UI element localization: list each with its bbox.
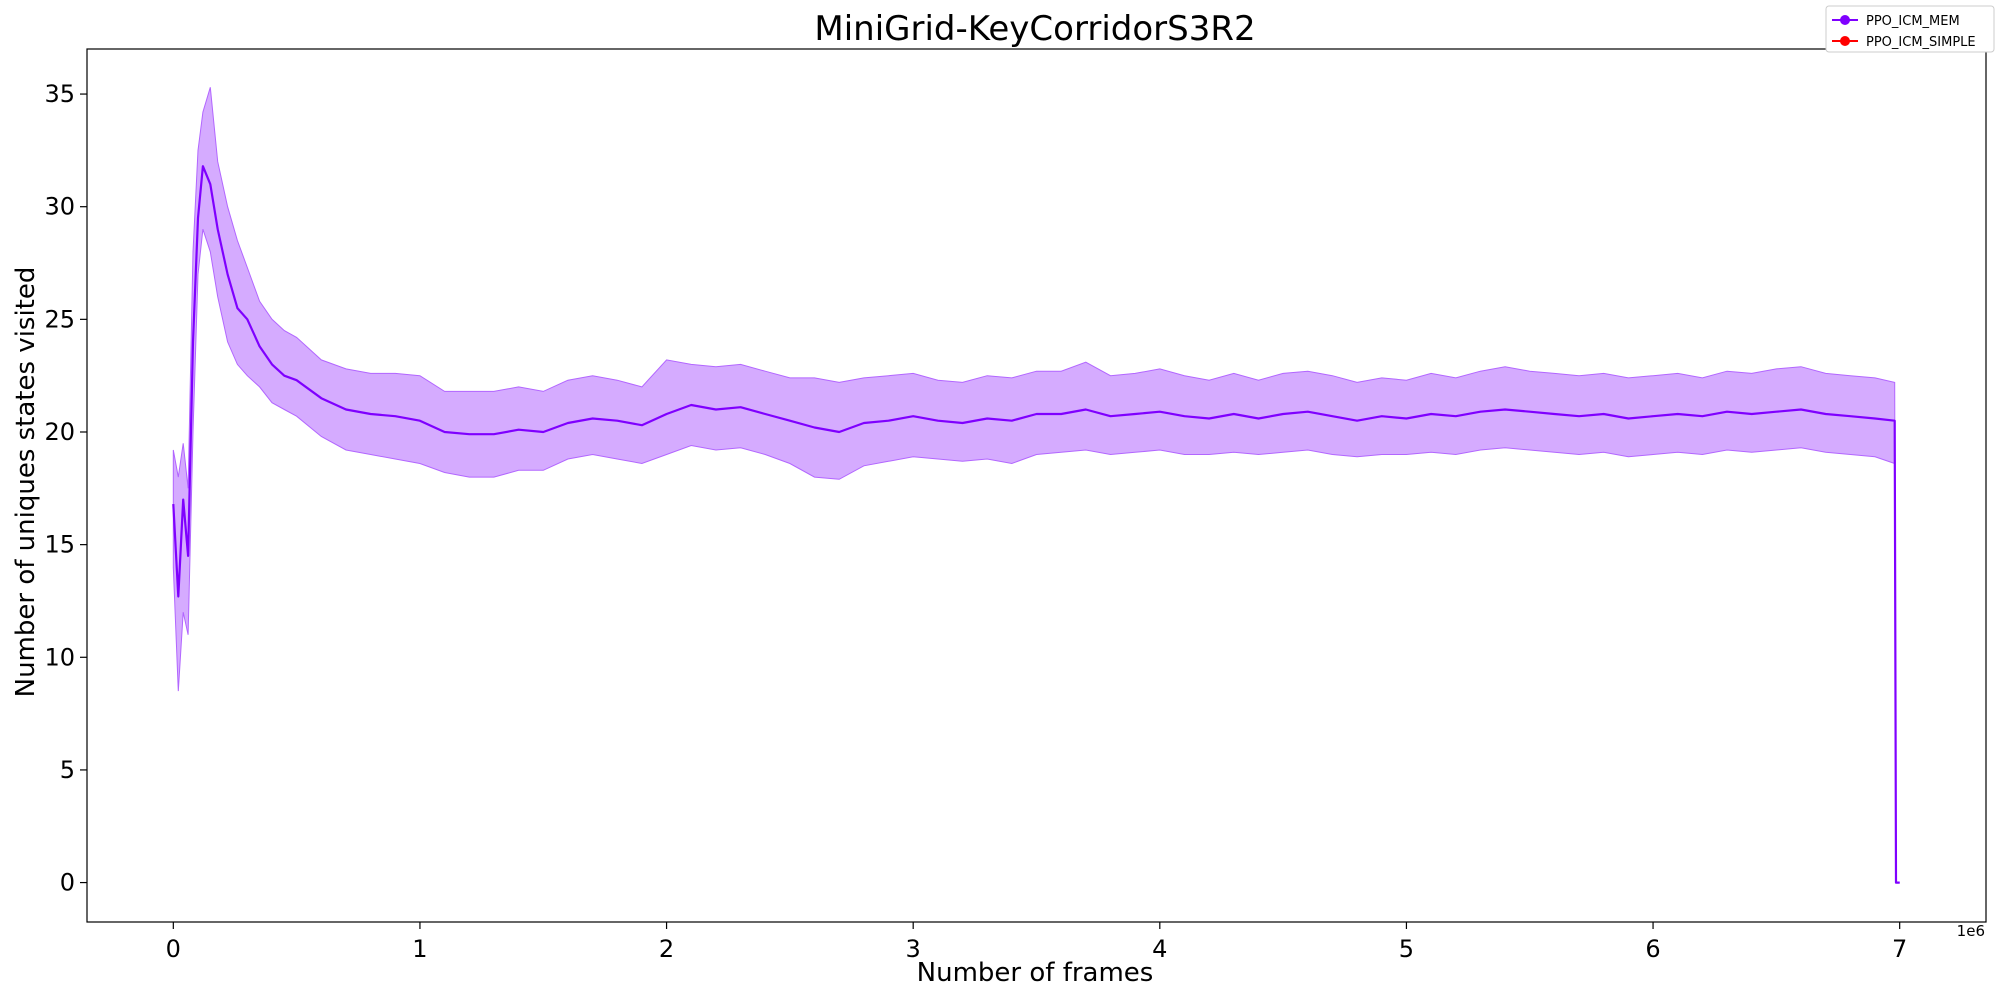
legend: PPO_ICM_MEM PPO_ICM_SIMPLE <box>1825 5 1995 53</box>
x-axis-offset-label: 1e6 <box>1957 922 1985 940</box>
y-tick-label: 35 <box>44 80 75 108</box>
legend-box <box>1825 5 1995 53</box>
y-axis: 0 5 10 15 20 25 30 35 <box>44 80 87 897</box>
x-tick-label: 1 <box>412 935 427 963</box>
legend-label-1: PPO_ICM_SIMPLE <box>1866 35 1976 50</box>
y-tick-label: 20 <box>44 418 75 446</box>
x-tick-label: 4 <box>1152 935 1167 963</box>
legend-marker-1 <box>1840 36 1850 46</box>
x-axis-title: Number of frames <box>917 958 1154 988</box>
y-tick-label: 30 <box>44 193 75 221</box>
plot-frame <box>86 48 1987 923</box>
x-tick-label: 3 <box>906 935 921 963</box>
y-tick-label: 5 <box>60 756 75 784</box>
y-tick-label: 0 <box>60 869 75 897</box>
y-tick-label: 15 <box>44 531 75 559</box>
legend-marker-0 <box>1840 15 1850 25</box>
plot-area <box>172 87 1900 884</box>
x-tick-label: 7 <box>1892 935 1907 963</box>
y-tick-label: 10 <box>44 643 75 671</box>
x-tick-label: 5 <box>1399 935 1414 963</box>
series-line-0 <box>172 165 1900 884</box>
y-tick-label: 25 <box>44 305 75 333</box>
x-tick-label: 0 <box>166 935 181 963</box>
x-axis: 0 1 2 3 4 5 6 7 <box>166 922 1907 963</box>
x-tick-label: 2 <box>659 935 674 963</box>
chart-title: MiniGrid-KeyCorridorS3R2 <box>814 9 1255 49</box>
x-tick-label: 6 <box>1645 935 1660 963</box>
legend-label-0: PPO_ICM_MEM <box>1866 14 1960 29</box>
y-axis-title: Number of uniques states visited <box>11 267 41 698</box>
